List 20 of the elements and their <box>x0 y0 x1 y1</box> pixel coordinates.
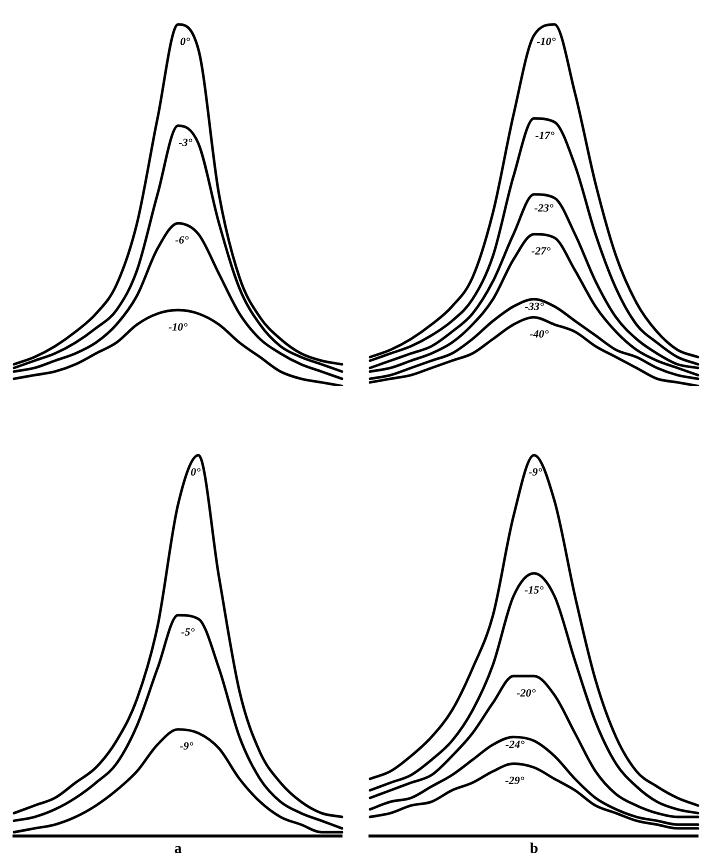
series-label: -9° <box>180 740 194 753</box>
series-label: -6° <box>175 234 190 247</box>
series-label: -23° <box>534 202 554 215</box>
series-label: -10° <box>168 321 188 334</box>
series-label: -3° <box>178 137 193 150</box>
series-label: -10° <box>536 36 556 48</box>
series-label: -15° <box>524 584 544 597</box>
series-label: -40° <box>530 328 550 341</box>
series-label: -9° <box>528 466 543 479</box>
series-label: -33° <box>524 301 544 314</box>
series-label: 0° <box>190 466 202 479</box>
x-axis-title: b <box>530 840 538 857</box>
series-label: -29° <box>505 775 525 787</box>
series-label: -27° <box>531 246 552 258</box>
series-label: -5° <box>181 626 196 638</box>
series-label: -17° <box>535 130 555 142</box>
x-axis-title: a <box>174 840 182 857</box>
series-label: -20° <box>516 687 536 700</box>
series-label: -24° <box>505 738 526 751</box>
series-label: 0° <box>180 36 191 48</box>
